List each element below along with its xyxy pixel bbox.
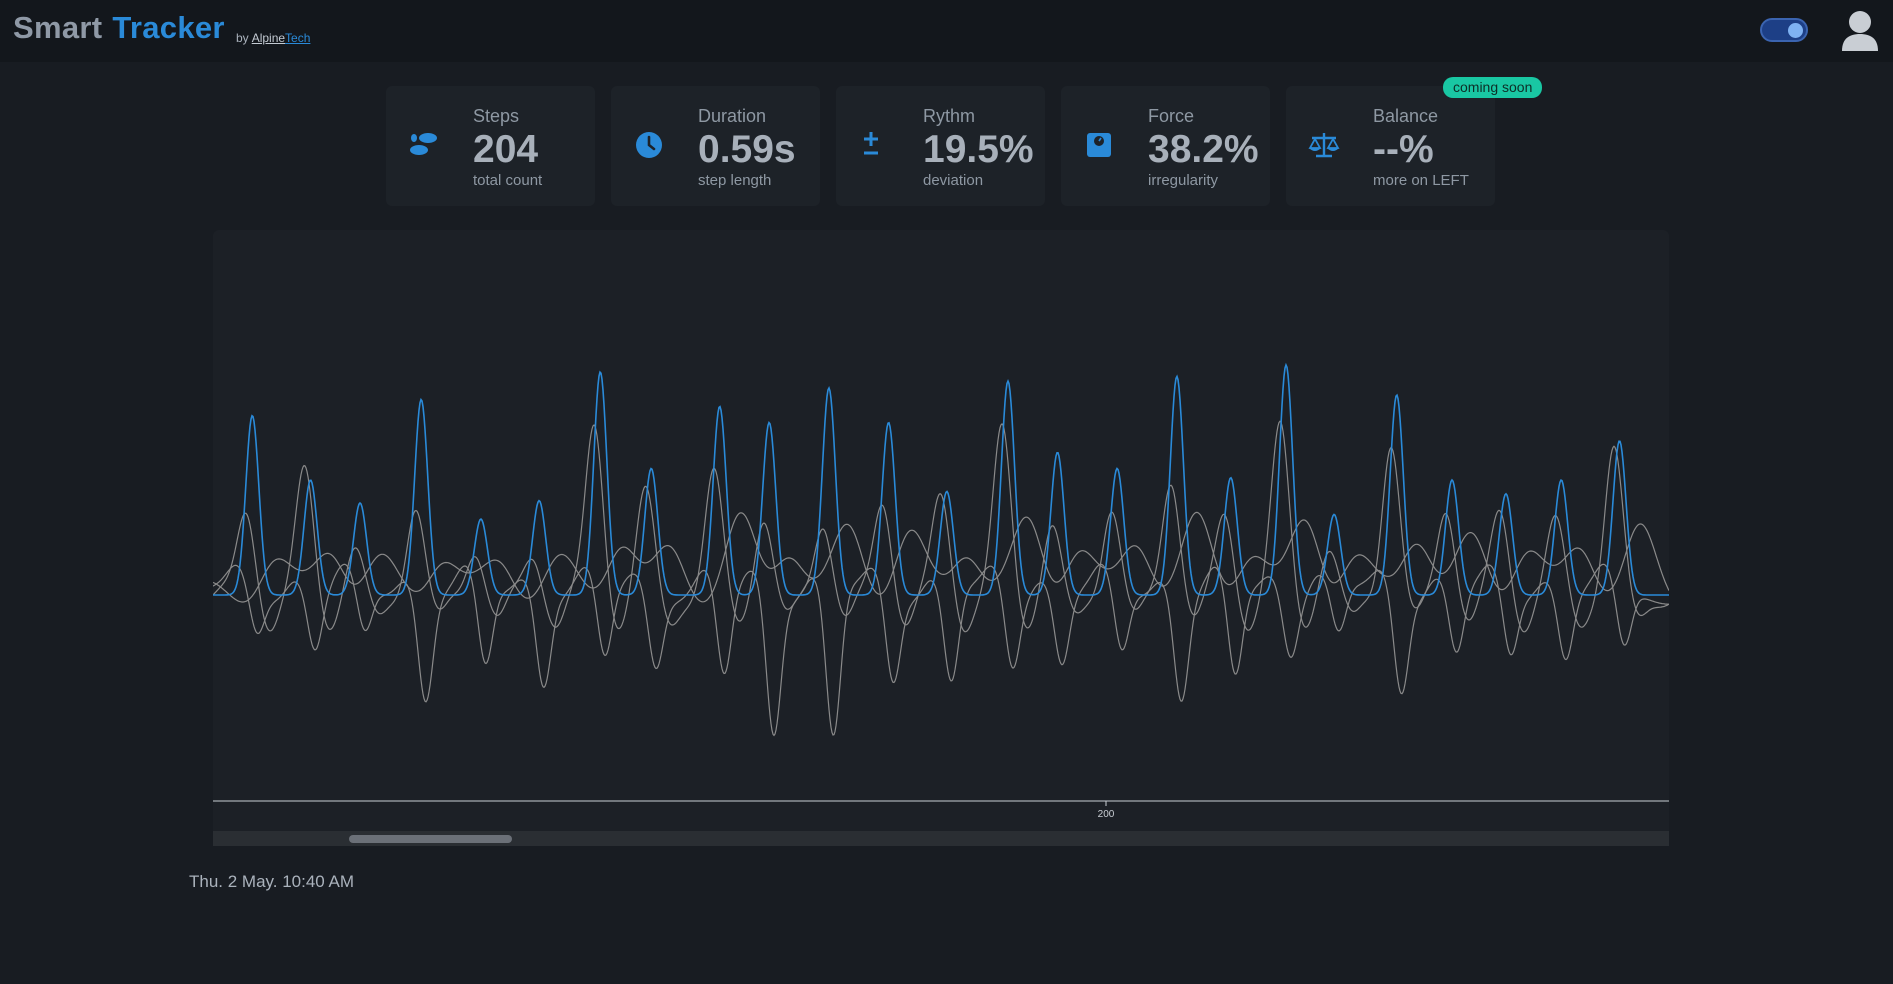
user-avatar-icon[interactable]	[1840, 8, 1880, 52]
metric-subtext: deviation	[923, 172, 983, 189]
metric-label: Force	[1148, 106, 1194, 127]
coming-soon-badge: coming soon	[1443, 77, 1542, 98]
metric-label: Balance	[1373, 106, 1438, 127]
toggle-knob	[1788, 23, 1803, 38]
metric-value: 38.2%	[1148, 128, 1259, 172]
theme-toggle[interactable]	[1760, 18, 1808, 42]
clock-icon	[633, 129, 665, 161]
metric-card-duration: Duration 0.59s step length	[611, 86, 820, 206]
metric-subtext: step length	[698, 172, 771, 189]
x-axis-tick-label: 200	[1098, 809, 1115, 820]
series-line-blue	[213, 365, 1669, 595]
footsteps-icon	[408, 129, 440, 161]
app-title-part2: Tracker	[112, 10, 224, 45]
chart-scrollbar[interactable]	[213, 831, 1669, 846]
plus-minus-icon	[858, 129, 890, 161]
metric-subtext: irregularity	[1148, 172, 1218, 189]
top-bar: Smart Tracker by AlpineTech	[0, 0, 1893, 62]
balance-scale-icon	[1308, 129, 1340, 161]
metric-value: 204	[473, 128, 538, 172]
vendor-credit: by AlpineTech	[236, 31, 310, 45]
gait-signal-chart[interactable]: 200	[213, 230, 1669, 846]
session-timestamp: Thu. 2 May. 10:40 AM	[189, 872, 354, 892]
gait-chart-panel: 200	[213, 230, 1669, 846]
vendor-link-part2[interactable]: Tech	[285, 31, 310, 45]
scale-weight-icon	[1083, 129, 1115, 161]
metric-label: Duration	[698, 106, 766, 127]
metric-card-force: Force 38.2% irregularity	[1061, 86, 1270, 206]
metric-value: --%	[1373, 128, 1434, 172]
chart-scrollbar-thumb[interactable]	[349, 835, 512, 843]
metric-label: Steps	[473, 106, 519, 127]
metric-card-balance: Balance --% more on LEFT	[1286, 86, 1495, 206]
vendor-link-part1[interactable]: Alpine	[252, 31, 285, 45]
metric-subtext: more on LEFT	[1373, 172, 1469, 189]
metric-label: Rythm	[923, 106, 975, 127]
metric-card-rythm: Rythm 19.5% deviation	[836, 86, 1045, 206]
metric-card-steps: Steps 204 total count	[386, 86, 595, 206]
metric-value: 19.5%	[923, 128, 1034, 172]
metric-subtext: total count	[473, 172, 542, 189]
by-label: by	[236, 31, 249, 45]
metric-value: 0.59s	[698, 128, 796, 172]
app-title: Smart Tracker	[13, 10, 225, 46]
app-title-part1: Smart	[13, 10, 102, 45]
